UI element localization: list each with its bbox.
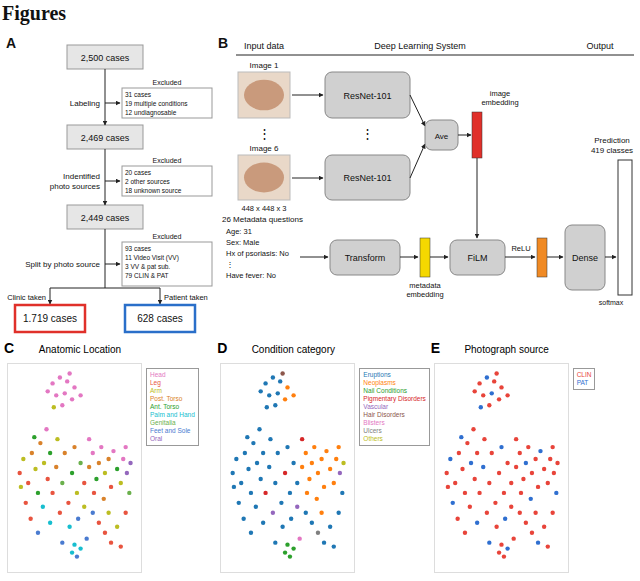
svg-text:Ave: Ave bbox=[435, 132, 449, 141]
svg-text:Age: 31: Age: 31 bbox=[226, 227, 252, 236]
svg-text:26 Metadata questions: 26 Metadata questions bbox=[222, 215, 303, 224]
svg-text:Transform: Transform bbox=[345, 253, 386, 263]
svg-text:Excluded: Excluded bbox=[153, 79, 182, 86]
svg-text:Clinic taken: Clinic taken bbox=[7, 293, 46, 302]
html-text:Palm and Hand: Palm and Hand bbox=[150, 411, 195, 418]
svg-text:Excluded: Excluded bbox=[153, 233, 182, 240]
html-text:Ant. Torso: Ant. Torso bbox=[150, 403, 180, 410]
svg-text:419 classes: 419 classes bbox=[591, 146, 633, 155]
svg-text:79 CLIN & PAT: 79 CLIN & PAT bbox=[125, 272, 168, 279]
svg-text:Deep Learning System: Deep Learning System bbox=[374, 41, 466, 51]
html-text:Feet and Sole: Feet and Sole bbox=[150, 427, 191, 434]
svg-text:19 multiple conditions: 19 multiple conditions bbox=[125, 100, 188, 108]
svg-text:3 VV & pat sub.: 3 VV & pat sub. bbox=[125, 263, 170, 271]
svg-text:softmax: softmax bbox=[599, 299, 624, 306]
svg-text:image: image bbox=[490, 89, 510, 98]
svg-text:Labeling: Labeling bbox=[70, 99, 100, 108]
html-text:D: D bbox=[217, 340, 228, 356]
svg-text:93 cases: 93 cases bbox=[125, 245, 152, 252]
svg-text:2 other sources: 2 other sources bbox=[125, 178, 171, 185]
svg-text:20 cases: 20 cases bbox=[125, 169, 152, 176]
svg-text:ReLU: ReLU bbox=[511, 244, 530, 253]
html-text:Anatomic Location: Anatomic Location bbox=[38, 344, 122, 355]
html-text:Neoplasms: Neoplasms bbox=[363, 379, 396, 386]
svg-text:B: B bbox=[218, 35, 228, 51]
html-text:Pigmentary Disorders: Pigmentary Disorders bbox=[363, 395, 426, 402]
svg-text:Patient taken: Patient taken bbox=[164, 293, 208, 302]
svg-text:photo sources: photo sources bbox=[50, 182, 100, 191]
svg-text:Have fever: No: Have fever: No bbox=[226, 271, 276, 280]
html-text:E: E bbox=[430, 340, 440, 356]
svg-text:Hx of psoriasis: No: Hx of psoriasis: No bbox=[226, 249, 289, 258]
svg-text:Indentified: Indentified bbox=[63, 172, 100, 181]
svg-text:Output: Output bbox=[586, 41, 614, 51]
svg-text:18 unknown source: 18 unknown source bbox=[125, 187, 182, 194]
html-text:Hair Disorders: Hair Disorders bbox=[363, 411, 405, 418]
svg-text:embedding: embedding bbox=[481, 98, 518, 107]
html-text:Photograph source: Photograph source bbox=[464, 344, 549, 355]
svg-text:31 cases: 31 cases bbox=[125, 91, 152, 98]
svg-text:448 x 448 x 3: 448 x 448 x 3 bbox=[241, 204, 286, 213]
svg-text:⋮: ⋮ bbox=[226, 260, 234, 269]
svg-text:A: A bbox=[6, 35, 16, 51]
svg-text:Split by photo source: Split by photo source bbox=[25, 260, 100, 269]
html-text:Genitalia: Genitalia bbox=[150, 419, 176, 426]
svg-text:Image 6: Image 6 bbox=[250, 144, 279, 153]
html-text:Arm: Arm bbox=[150, 387, 162, 394]
html-text:PAT: PAT bbox=[576, 379, 589, 386]
svg-text:ResNet-101: ResNet-101 bbox=[343, 91, 391, 101]
html-text:Others: Others bbox=[363, 435, 383, 442]
svg-text:Prediction: Prediction bbox=[594, 136, 630, 145]
html-text:Post. Torso: Post. Torso bbox=[150, 395, 183, 402]
svg-text:Input data: Input data bbox=[244, 41, 284, 51]
html-text:Head: Head bbox=[150, 371, 166, 378]
html-text:Vascular: Vascular bbox=[363, 403, 389, 410]
svg-text:Sex: Male: Sex: Male bbox=[226, 238, 259, 247]
svg-text:metadata: metadata bbox=[409, 281, 441, 290]
html-text:C: C bbox=[4, 340, 15, 356]
svg-text:1.719 cases: 1.719 cases bbox=[23, 313, 77, 324]
svg-text:⋮: ⋮ bbox=[361, 126, 374, 141]
svg-text:2,469 cases: 2,469 cases bbox=[81, 133, 130, 143]
html-text:Blisters: Blisters bbox=[363, 419, 385, 426]
svg-text:12 undiagnosable: 12 undiagnosable bbox=[125, 109, 177, 117]
html-text:Ulcers: Ulcers bbox=[363, 427, 382, 434]
svg-text:embedding: embedding bbox=[406, 290, 443, 299]
svg-text:2,449 cases: 2,449 cases bbox=[81, 213, 130, 223]
svg-text:ResNet-101: ResNet-101 bbox=[343, 173, 391, 183]
svg-text:Figures: Figures bbox=[2, 2, 66, 25]
html-text:Oral: Oral bbox=[150, 435, 163, 442]
svg-text:11 Video Visit (VV): 11 Video Visit (VV) bbox=[125, 254, 179, 262]
svg-text:FiLM: FiLM bbox=[468, 253, 488, 263]
svg-text:Image 1: Image 1 bbox=[250, 61, 279, 70]
svg-text:628 cases: 628 cases bbox=[137, 313, 183, 324]
svg-text:Dense: Dense bbox=[572, 253, 598, 263]
html-text:Condition category: Condition category bbox=[251, 344, 335, 355]
svg-text:2,500 cases: 2,500 cases bbox=[81, 53, 130, 63]
svg-text:Excluded: Excluded bbox=[153, 157, 182, 164]
html-text:CLIN: CLIN bbox=[576, 371, 592, 378]
html-text:Leg: Leg bbox=[150, 379, 161, 386]
html-text:Eruptions: Eruptions bbox=[363, 371, 391, 378]
html-text:Nail Conditions: Nail Conditions bbox=[363, 387, 407, 394]
svg-text:⋮: ⋮ bbox=[258, 126, 271, 141]
